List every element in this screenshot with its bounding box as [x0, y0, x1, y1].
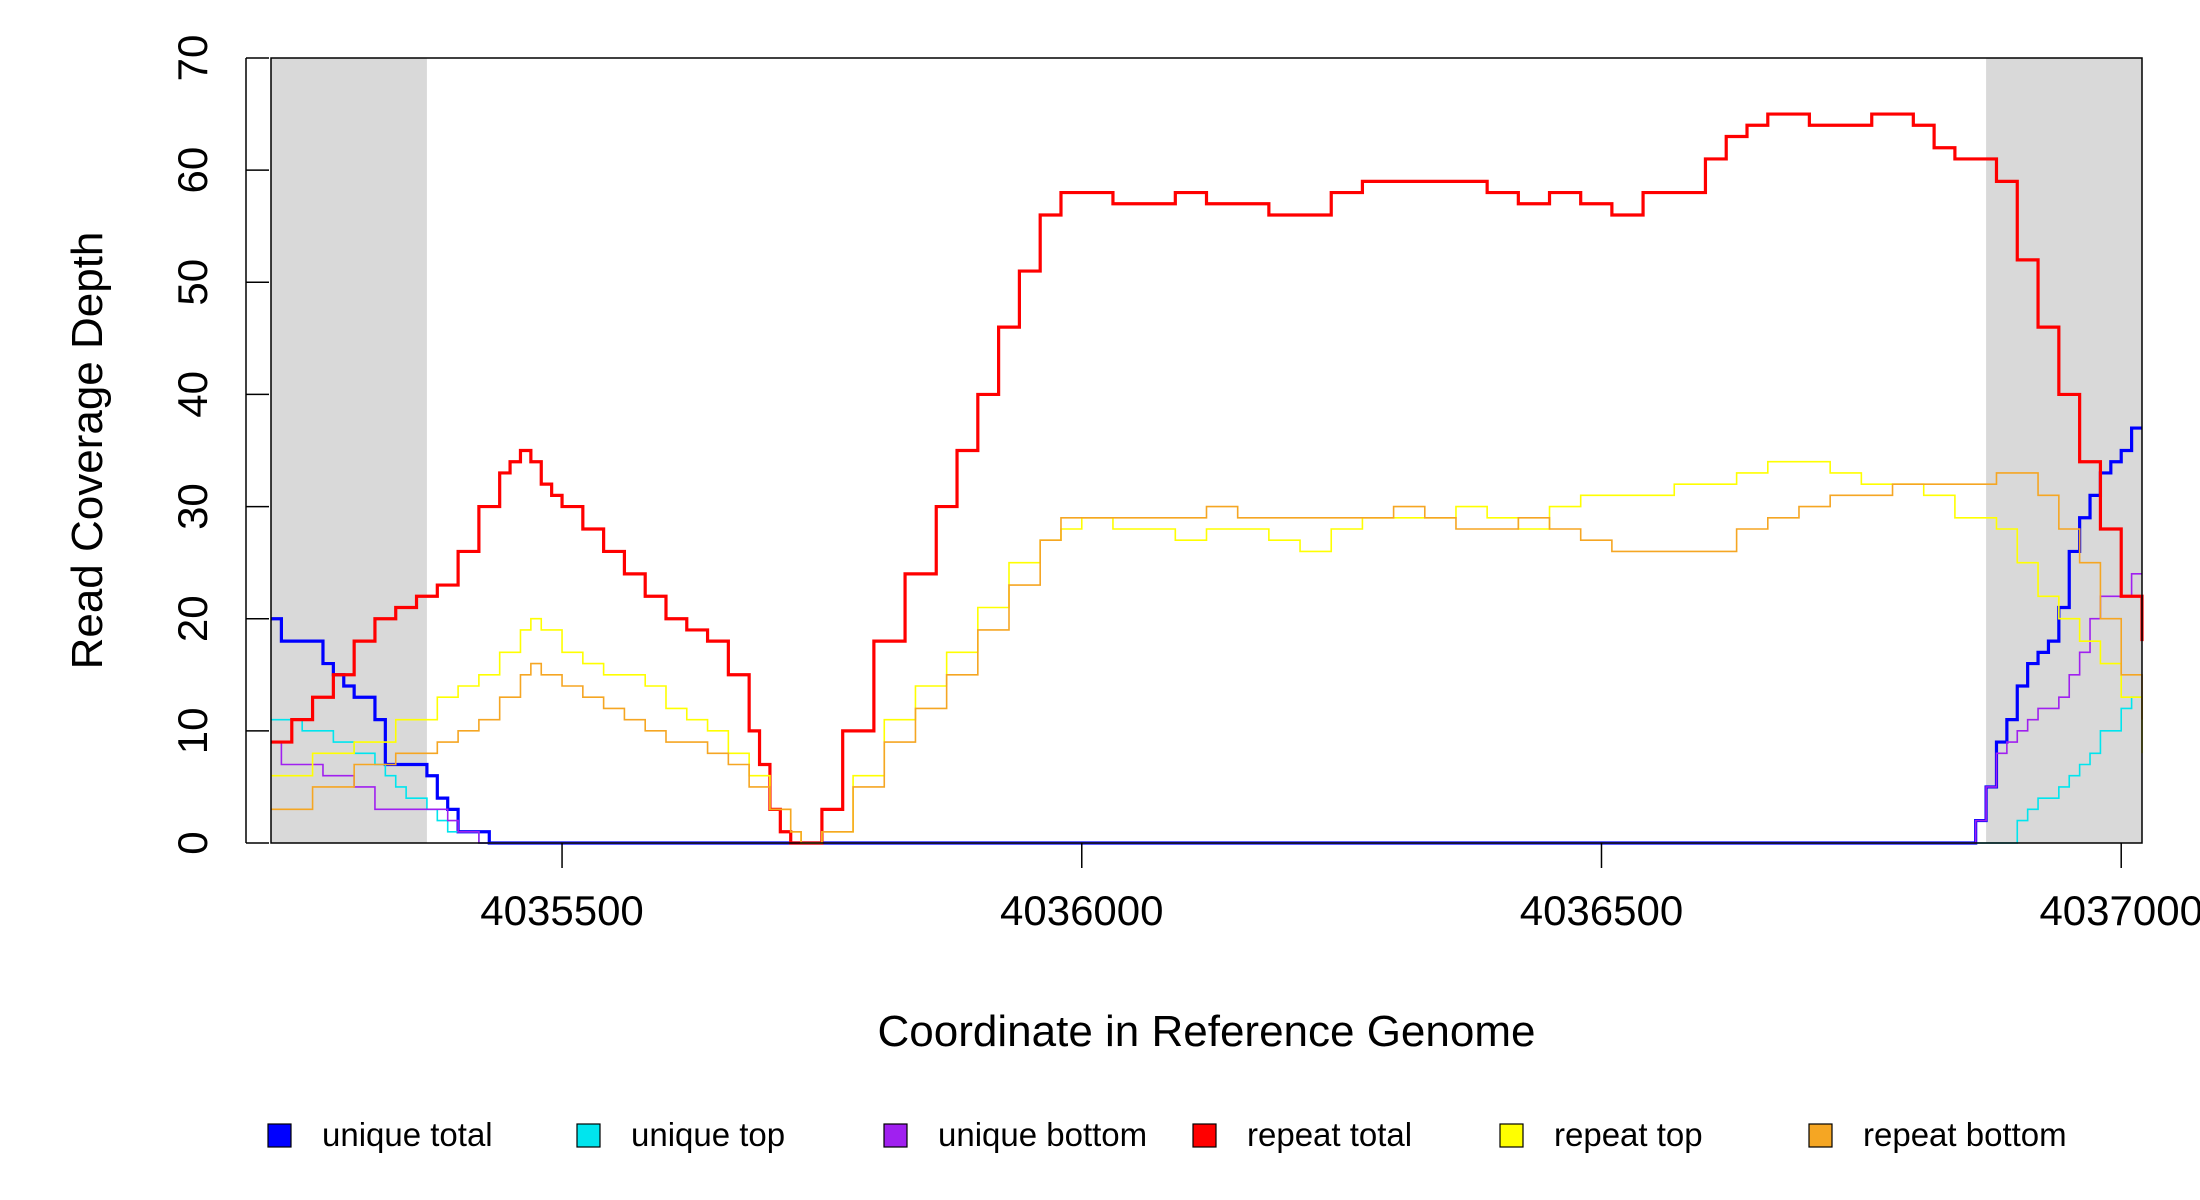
shaded-region-1 — [1986, 58, 2142, 843]
x-tick-label: 4036500 — [1520, 887, 1684, 934]
legend-swatch-repeat-top — [1499, 1123, 1524, 1148]
x-axis-label: Coordinate in Reference Genome — [878, 1007, 1536, 1056]
y-tick-label: 40 — [169, 371, 216, 418]
legend-label-unique-top: unique top — [631, 1116, 785, 1153]
x-tick-label: 4036000 — [1000, 887, 1164, 934]
plot-frame — [270, 57, 2143, 844]
legend-label-repeat-top: repeat top — [1554, 1116, 1703, 1153]
y-tick-label: 30 — [169, 483, 216, 530]
legend-swatch-unique-top — [576, 1123, 601, 1148]
legend-label-unique-bottom: unique bottom — [938, 1116, 1147, 1153]
legend-swatch-unique-bottom — [883, 1123, 908, 1148]
legend-label-unique-total: unique total — [322, 1116, 493, 1153]
legend-label-repeat-total: repeat total — [1247, 1116, 1412, 1153]
legend: unique total unique top unique bottom repea… — [267, 1116, 2067, 1153]
y-tick-label: 0 — [169, 831, 216, 854]
y-tick-label: 60 — [169, 147, 216, 194]
y-tick-label: 70 — [169, 35, 216, 82]
y-axis: 0 10 20 30 40 50 60 70 — [169, 35, 269, 855]
series-unique-bottom — [271, 573, 2142, 844]
series-repeat-top — [271, 460, 2143, 844]
series-unique-top — [271, 696, 2142, 844]
series-repeat-bottom — [271, 472, 2143, 844]
y-tick-label: 20 — [169, 595, 216, 642]
y-axis-label: Read Coverage Depth — [63, 232, 112, 670]
y-tick-label: 50 — [169, 259, 216, 306]
y-tick-label: 10 — [169, 707, 216, 754]
x-axis: 4035500 4036000 4036500 4037000 — [480, 843, 2200, 934]
x-tick-label: 4035500 — [480, 887, 644, 934]
series-lines — [271, 112, 2144, 845]
series-repeat-total — [271, 112, 2144, 845]
legend-label-repeat-bottom: repeat bottom — [1863, 1116, 2067, 1153]
legend-swatch-unique-total — [267, 1123, 292, 1148]
shaded-regions — [271, 58, 2142, 843]
legend-swatch-repeat-total — [1192, 1123, 1217, 1148]
x-tick-label: 4037000 — [2039, 887, 2200, 934]
legend-swatch-repeat-bottom — [1808, 1123, 1833, 1148]
shaded-region-0 — [271, 58, 427, 843]
